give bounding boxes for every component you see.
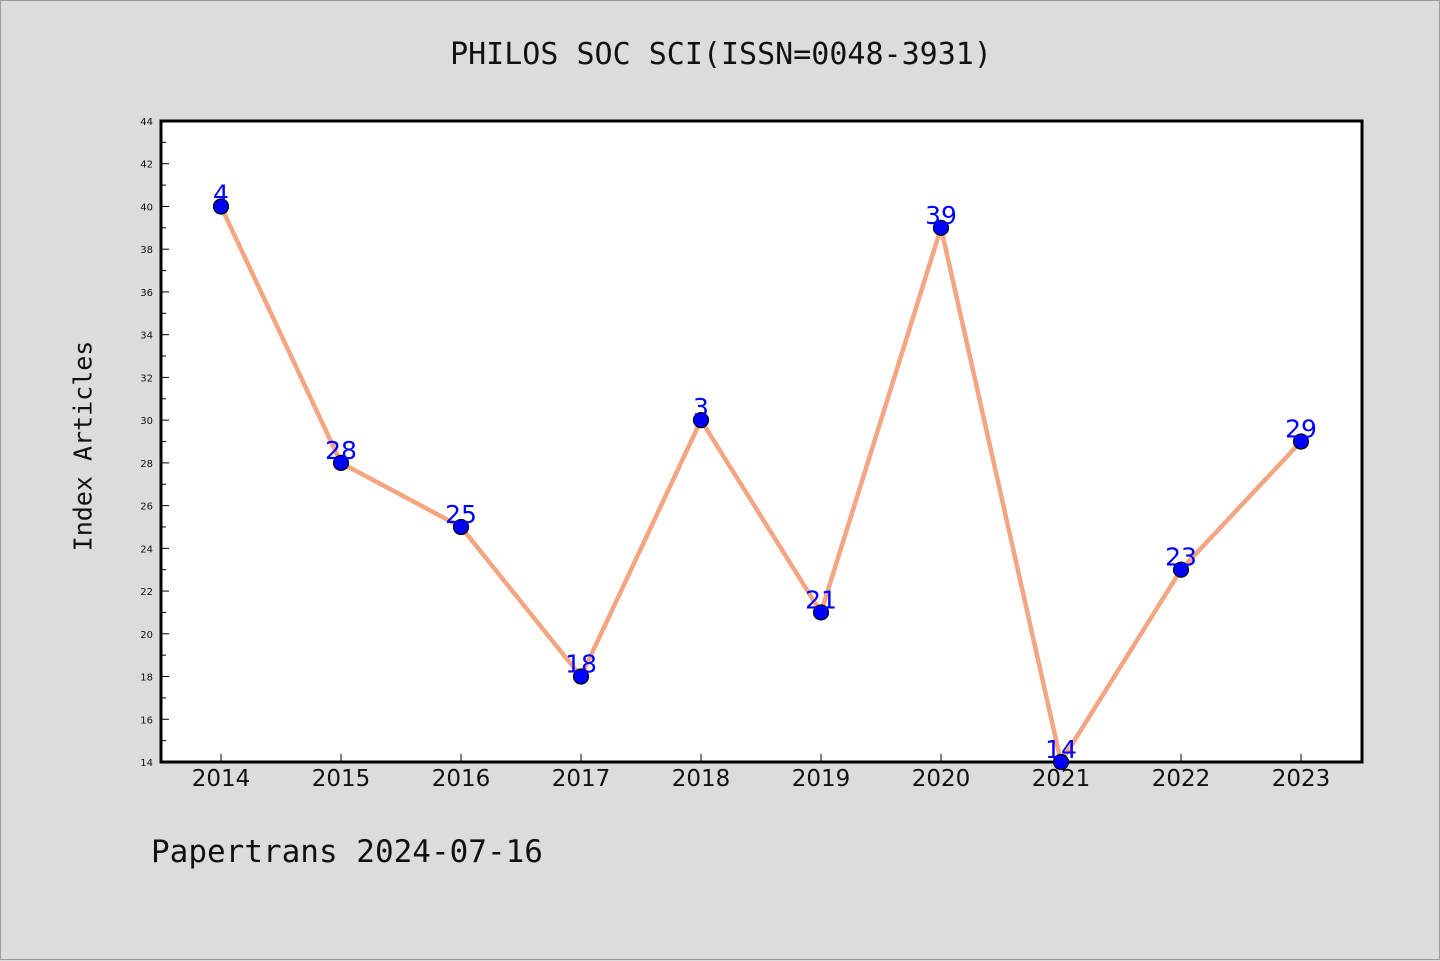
- data-labels: 4 28 25 18 3 21 39 14 23 29: [213, 179, 1317, 764]
- data-point: [212, 198, 230, 215]
- y-tick-label: 32: [140, 373, 153, 384]
- y-tick-label: 14: [140, 758, 153, 769]
- x-tick-label: 2014: [192, 766, 251, 792]
- y-tick-label: 16: [140, 715, 153, 726]
- x-axis-ticks: 2014 2015 2016 2017 2018 2019 2020 2021 2022 2023: [192, 754, 1331, 792]
- data-label: 14: [1045, 735, 1077, 764]
- y-tick-label: 22: [140, 587, 153, 598]
- data-point: [692, 412, 710, 429]
- y-tick-label: 38: [140, 245, 153, 256]
- x-tick-label: 2022: [1152, 766, 1211, 792]
- y-tick-label: 44: [140, 117, 153, 128]
- data-label: 28: [325, 436, 357, 465]
- x-tick-label: 2023: [1272, 766, 1331, 792]
- footer-credit: Papertrans 2024-07-16: [151, 834, 543, 870]
- x-tick-label: 2017: [552, 766, 611, 792]
- x-tick-label: 2021: [1032, 766, 1091, 792]
- data-label: 18: [565, 650, 597, 679]
- data-point: [1052, 753, 1070, 771]
- data-point: [572, 668, 590, 685]
- y-tick-label: 40: [140, 202, 153, 213]
- data-label: 21: [805, 585, 837, 614]
- data-label: 3: [693, 393, 709, 422]
- data-point: [1172, 561, 1190, 578]
- data-point: [452, 518, 470, 536]
- y-tick-label: 42: [140, 160, 153, 171]
- data-point: [812, 604, 830, 621]
- data-label: 39: [925, 201, 957, 230]
- y-tick-label: 28: [140, 459, 153, 470]
- x-tick-label: 2018: [672, 766, 731, 792]
- y-tick-label: 36: [140, 288, 153, 299]
- plot-area: [159, 119, 1364, 764]
- x-tick-label: 2016: [432, 766, 491, 792]
- y-tick-label: 26: [140, 502, 153, 513]
- x-tick-label: 2020: [912, 766, 971, 792]
- data-label: 29: [1285, 415, 1317, 444]
- y-axis-ticks: 14 16 18 20 22 24 26 28 30 32 34 36 38 40 42 44: [140, 117, 169, 769]
- series-markers: [212, 198, 1310, 771]
- y-tick-label: 30: [140, 416, 153, 427]
- data-point: [1292, 433, 1310, 450]
- series-line: [218, 205, 1303, 765]
- x-tick-label: 2019: [792, 766, 851, 792]
- y-tick-label: 18: [140, 673, 153, 684]
- y-tick-label: 24: [140, 544, 153, 555]
- chart-title: PHILOS SOC SCI(ISSN=0048-3931): [450, 37, 992, 72]
- y-tick-label: 34: [140, 331, 153, 342]
- y-tick-label: 20: [140, 630, 153, 641]
- data-point: [932, 219, 950, 236]
- data-point: [332, 454, 350, 471]
- data-label: 25: [445, 500, 477, 529]
- data-label: 23: [1165, 543, 1197, 572]
- x-tick-label: 2015: [312, 766, 371, 792]
- data-label: 4: [213, 179, 229, 208]
